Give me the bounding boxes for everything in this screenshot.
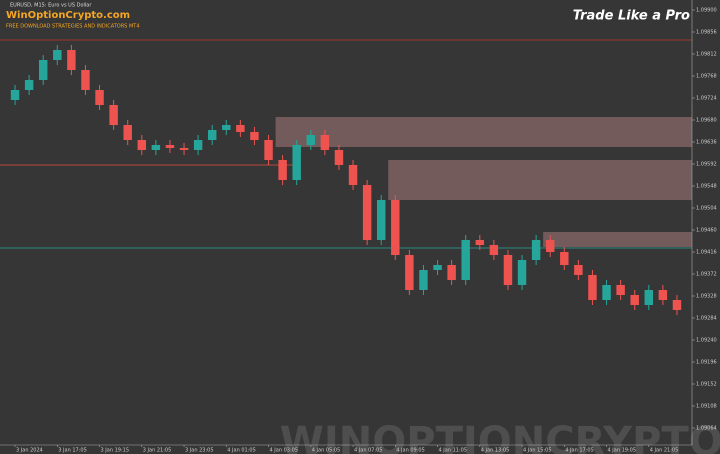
zone	[275, 117, 692, 147]
candle-body	[644, 290, 654, 305]
candle-body	[278, 160, 287, 180]
candle-body	[264, 140, 273, 160]
x-tick-label: 4 Jan 19:05	[608, 448, 636, 454]
x-tick-label: 4 Jan 09:05	[396, 448, 424, 454]
candle-body	[95, 90, 104, 105]
candle-body	[334, 150, 344, 165]
candle-body	[433, 265, 442, 270]
candle-body	[250, 132, 259, 140]
candle-body	[658, 290, 668, 300]
x-tick-label: 3 Jan 17:05	[58, 448, 86, 454]
candle-body	[67, 50, 76, 70]
candle-body	[165, 145, 175, 148]
candle-body	[81, 70, 90, 90]
candle-body	[292, 145, 301, 180]
candle-body	[123, 125, 132, 140]
subtitle: FREE DOWNLOAD STRATEGIES AND INDICATORS …	[6, 24, 140, 30]
candle-body	[24, 80, 34, 90]
y-tick-label: 1.09768	[696, 74, 717, 80]
candle-body	[193, 140, 203, 150]
candle-body	[461, 240, 470, 280]
y-tick-label: 1.09812	[696, 52, 717, 58]
watermark: WINOPTIONCRYPTO.COM	[280, 419, 720, 454]
y-tick-label: 1.09064	[696, 426, 717, 432]
y-tick-label: 1.09196	[696, 360, 717, 366]
brand: WinOptionCrypto.com	[6, 10, 130, 21]
y-tick-label: 1.09636	[696, 140, 717, 146]
candle-body	[531, 240, 541, 260]
candle-body	[560, 252, 569, 265]
candle-body	[489, 245, 499, 255]
y-tick-label: 1.09284	[696, 316, 717, 322]
y-tick-label: 1.09548	[696, 184, 717, 190]
candle-body	[545, 240, 555, 252]
candle-body	[306, 135, 316, 145]
zone	[388, 160, 692, 200]
y-tick-label: 1.09328	[696, 294, 717, 300]
x-tick-label: 4 Jan 07:05	[354, 448, 382, 454]
x-tick-label: 4 Jan 03:05	[270, 448, 298, 454]
y-tick-label: 1.09240	[696, 338, 717, 344]
candle-body	[447, 265, 456, 280]
y-tick-label: 1.09108	[696, 404, 717, 410]
x-tick-label: 4 Jan 17:05	[565, 448, 593, 454]
candle-body	[616, 285, 625, 295]
y-tick-label: 1.09460	[696, 228, 717, 234]
candle-body	[362, 185, 372, 240]
candle-body	[391, 200, 400, 255]
x-tick-label: 3 Jan 21:05	[143, 448, 171, 454]
candle-body	[672, 300, 682, 310]
plot-area	[0, 39, 692, 315]
candle-body	[236, 125, 245, 132]
y-tick-label: 1.09724	[696, 96, 717, 102]
candle-body	[179, 148, 189, 150]
candle-body	[517, 260, 527, 285]
x-tick-label: 4 Jan 11:05	[439, 448, 467, 454]
candle-body	[574, 265, 583, 275]
candle-body	[222, 125, 231, 130]
candle-body	[503, 255, 513, 285]
zone	[543, 232, 692, 247]
candle-body	[109, 105, 118, 125]
candle-body	[630, 295, 639, 305]
candle-body	[419, 270, 428, 290]
candle-body	[151, 145, 161, 150]
x-tick-label: 3 Jan 19:15	[101, 448, 129, 454]
candle-body	[405, 255, 414, 290]
slogan: Trade Like a Pro	[573, 9, 690, 24]
candle-body	[376, 200, 386, 240]
y-tick-label: 1.09856	[696, 30, 717, 36]
candle-body	[10, 90, 20, 100]
x-tick-label: 4 Jan 05:05	[312, 448, 340, 454]
chart-title: EURUSD, M15: Euro vs US Dollar	[10, 3, 92, 9]
candle-body	[475, 240, 485, 245]
y-tick-label: 1.09900	[696, 8, 717, 14]
y-tick-label: 1.09504	[696, 206, 717, 212]
x-tick-label: 4 Jan 21:05	[650, 448, 678, 454]
y-tick-label: 1.09592	[696, 162, 717, 168]
x-tick-label: 3 Jan 23:05	[185, 448, 213, 454]
candle-body	[207, 130, 217, 140]
x-tick-label: 3 Jan 2024	[16, 448, 43, 454]
candle-body	[320, 135, 330, 150]
y-tick-label: 1.09372	[696, 272, 717, 278]
candle-body	[602, 285, 611, 300]
candle-body	[588, 275, 597, 300]
y-tick-label: 1.09416	[696, 250, 717, 256]
y-tick-label: 1.09152	[696, 382, 717, 388]
x-tick-label: 4 Jan 01:05	[227, 448, 255, 454]
x-tick-label: 4 Jan 15:05	[523, 448, 551, 454]
y-tick-label: 1.09680	[696, 118, 717, 124]
x-tick-label: 4 Jan 13:05	[481, 448, 509, 454]
candle-body	[38, 60, 48, 80]
candle-body	[348, 165, 358, 185]
candle-body	[137, 140, 147, 150]
candle-body	[53, 50, 62, 60]
